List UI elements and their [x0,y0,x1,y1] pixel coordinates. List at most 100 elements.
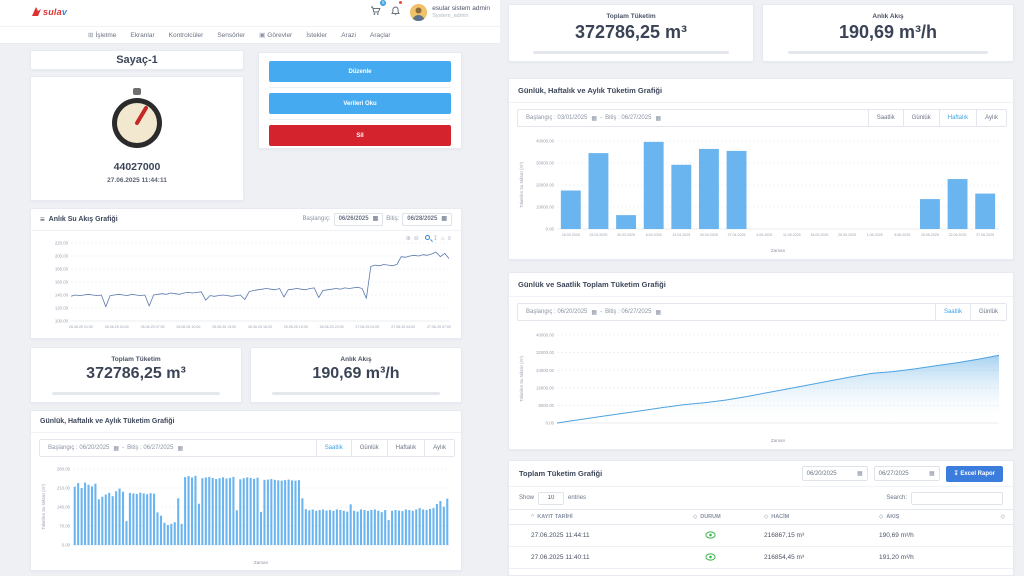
flow-chart-card: ≡ Anlık Su Akış Grafiği Başlangıç: 06/26… [30,208,462,339]
end-date-text[interactable]: Bitiş : 06/27/2025 [605,309,652,315]
col-header-status[interactable]: ◇ DURUM [693,514,721,520]
start-date-label: Başlangıç: [302,216,331,222]
tab-aylık[interactable]: Aylık [976,110,1006,126]
zoom-select-icon[interactable] [422,235,430,242]
table-row[interactable]: 27.06.2025 11:40:11 216854,45 m³ 191,20 m³… [509,547,1013,569]
user-name[interactable]: esular sistem admin [432,4,490,12]
svg-text:120.00: 120.00 [55,306,69,311]
sort-icon: ◇ [764,514,769,520]
status-eye-icon[interactable] [679,552,764,563]
weekly-bar-chart[interactable]: 0.00 10000.00 20000.00 30000.00 40000.00 Tüke… [517,133,1007,255]
tab-saatlik[interactable]: Saatlik [934,304,970,320]
col-header-date[interactable]: ^ KAYIT TARİHİ [531,514,573,520]
nav-item-kontrolcüler[interactable]: Kontrolcüler [168,31,204,39]
svg-text:18.05.2025: 18.05.2025 [810,233,828,237]
svg-text:30000.00: 30000.00 [536,161,555,166]
col-header-flow[interactable]: ◇ AKIŞ [879,514,900,520]
table-end-date-input[interactable]: 06/27/2025 ▦ [873,466,940,481]
flow-start-date-input[interactable]: 06/26/2025 ▦ [333,213,384,226]
nav-item-ekranlar[interactable]: Ekranlar [130,31,155,39]
tab-saatlik[interactable]: Saatlik [867,110,903,126]
nav-item-sensörler[interactable]: Sensörler [217,31,246,39]
status-eye-icon[interactable] [679,530,764,541]
svg-text:16.03.2025: 16.03.2025 [562,233,580,237]
menu-icon[interactable]: ≡ [40,215,45,224]
svg-text:27.06.25 07:00: 27.06.25 07:00 [427,325,451,329]
svg-text:26.06.25 07:00: 26.06.25 07:00 [141,325,165,329]
tab-günlük[interactable]: Günlük [902,110,939,126]
app-logo[interactable]: sulav [30,5,67,18]
svg-text:20000.00: 20000.00 [536,183,555,188]
flow-end-date-input[interactable]: 06/28/2025 ▦ [402,213,452,226]
logo-text: sulav [43,6,68,17]
cart-icon[interactable]: 0 [370,0,387,21]
search-input[interactable] [911,491,1003,505]
table-start-date-input[interactable]: 06/20/2025 ▦ [801,466,868,481]
svg-text:13.04.2025: 13.04.2025 [672,233,690,237]
start-date-text[interactable]: Başlangıç : 06/20/2025 [526,309,588,315]
svg-text:11.05.2025: 11.05.2025 [783,233,801,237]
show-label: Show [519,495,535,501]
tab-günlük[interactable]: Günlük [350,440,387,456]
read-data-button[interactable]: Verileri Oku [269,93,451,114]
tab-aylık[interactable]: Aylık [424,440,454,456]
entries-count-input[interactable] [538,491,565,505]
nav-item-i̇stekler[interactable]: İstekler [306,31,328,39]
svg-text:280.00: 280.00 [57,467,71,472]
end-date-text[interactable]: Bitiş : 06/27/2025 [127,445,174,451]
avatar[interactable] [410,3,428,21]
svg-text:15.06.2025: 15.06.2025 [921,233,939,237]
flow-line-chart[interactable]: 100.00 120.00 140.00 160.00 180.00 200.00 220.… [39,235,455,335]
zoom-out-icon[interactable]: ⊖ [413,236,419,242]
consumption-table-card: Toplam Tüketim Grafiği 06/20/2025 ▦ 06/2… [508,460,1014,576]
zoom-in-icon[interactable]: ⊕ [405,236,411,242]
cumulative-area-chart[interactable]: 0.00 8000.00 16000.00 24000.00 32000.00 40000… [517,327,1007,445]
start-date-text[interactable]: Başlangıç : 03/01/2025 [526,115,588,121]
table-body: 27.06.2025 11:44:11 216867,15 m³ 190,69 m³… [509,525,1013,569]
tasks-icon: ▣ [259,32,266,39]
col-header-volume[interactable]: ◇ HACİM [764,514,790,520]
end-date-text[interactable]: Bitiş : 06/27/2025 [605,115,652,121]
tab-haftalık[interactable]: Haftalık [938,110,976,126]
start-date-text[interactable]: Başlangıç : 06/20/2025 [48,445,110,451]
svg-text:140.00: 140.00 [55,293,69,298]
record-volume: 216854,45 m³ [764,554,805,561]
svg-text:26.06.25 16:00: 26.06.25 16:00 [248,325,272,329]
nav-item-i̇şletme[interactable]: ⊞ İşletme [88,32,117,39]
edit-button[interactable]: Düzenle [269,61,451,82]
nav-item-arazi[interactable]: Arazi [341,31,356,39]
tab-günlük[interactable]: Günlük [969,304,1006,320]
total-consumption-card-right: Toplam Tüketim 372786,25 m³ [508,4,754,62]
tab-haftalık[interactable]: Haftalık [386,440,424,456]
calendar-icon: ▦ [928,471,935,477]
delete-button[interactable]: Sil [269,125,451,146]
calendar-icon: ▦ [856,471,863,477]
modebar-menu-icon[interactable]: ≡ [447,235,451,242]
svg-text:Tüketilen Su Miktarı (m³): Tüketilen Su Miktarı (m³) [519,355,524,401]
svg-text:26.06.25 04:00: 26.06.25 04:00 [105,325,129,329]
divider [533,51,729,54]
svg-text:1.06.2025: 1.06.2025 [867,233,883,237]
download-icon[interactable]: ↧ [432,236,438,242]
svg-text:23.03.2025: 23.03.2025 [589,233,607,237]
excel-report-button[interactable]: ↧ Excel Rapor [945,465,1003,482]
table-row[interactable]: 27.06.2025 11:44:11 216867,15 m³ 190,69 m³… [509,525,1013,547]
divider [272,392,440,395]
divider [269,119,451,120]
total-consumption-card: Toplam Tüketim 372786,25 m³ [30,347,242,403]
svg-text:100.00: 100.00 [55,319,69,324]
calendar-icon: ▦ [655,115,662,122]
hourly-bar-chart[interactable]: 0.00 70.00 140.00 210.00 280.00 Tüketilen Su … [39,463,455,567]
total-consumption-value: 372786,25 m³ [574,22,688,42]
nav-item-araçlar[interactable]: Araçlar [370,31,391,39]
tab-saatlik[interactable]: Saatlik [315,440,351,456]
svg-text:27.06.2025: 27.06.2025 [976,233,994,237]
nav-item-görevler[interactable]: ▣ Görevler [259,32,293,39]
record-flow: 191,20 m³/h [879,554,914,561]
user-role: System_admin [432,12,469,19]
svg-text:27.06.25 01:00: 27.06.25 01:00 [355,325,379,329]
instant-flow-label: Anlık Akış [340,356,372,363]
home-reset-icon[interactable]: ⌂ [440,235,445,242]
notifications-bell-icon[interactable] [391,1,403,21]
record-volume: 216867,15 m³ [764,532,805,539]
